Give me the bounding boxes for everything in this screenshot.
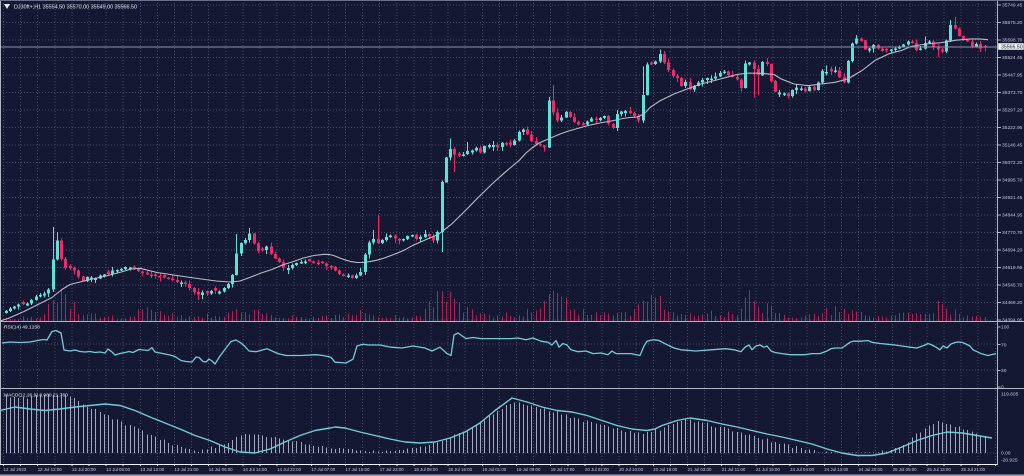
svg-text:35598.70: 35598.70 <box>1002 38 1023 44</box>
svg-text:14 Jul 14:00: 14 Jul 14:00 <box>243 467 267 472</box>
svg-text:RSI(14) 49.1258: RSI(14) 49.1258 <box>4 325 40 331</box>
svg-text:0.00: 0.00 <box>1001 451 1011 457</box>
svg-text:119.605: 119.605 <box>1001 392 1019 398</box>
svg-text:34469.20: 34469.20 <box>1002 300 1023 306</box>
svg-text:19 Jul 17:00: 19 Jul 17:00 <box>551 467 575 472</box>
svg-text:25 Jul 21:00: 25 Jul 21:00 <box>961 467 985 472</box>
svg-text:MACD(12,26,9) 8.960 21.760: MACD(12,26,9) 8.960 21.760 <box>4 393 68 399</box>
svg-text:34394.95: 34394.95 <box>1002 318 1023 324</box>
svg-text:20 Jul 18:00: 20 Jul 18:00 <box>653 467 677 472</box>
svg-text:35749.45: 35749.45 <box>1002 3 1023 9</box>
svg-text:DJ30ft+,H1 35554.50 35570.00: DJ30ft+,H1 35554.50 35570.00 35549.00 35… <box>14 5 137 11</box>
svg-text:70: 70 <box>1001 342 1007 348</box>
svg-text:18 Jul 16:00: 18 Jul 16:00 <box>448 467 472 472</box>
svg-text:17 Jul 15:00: 17 Jul 15:00 <box>346 467 370 472</box>
svg-text:13 Jul 13:00: 13 Jul 13:00 <box>140 467 164 472</box>
svg-text:34844.95: 34844.95 <box>1002 213 1023 219</box>
svg-text:12 Jul 20:00: 12 Jul 20:00 <box>72 467 96 472</box>
svg-text:34694.20: 34694.20 <box>1002 248 1023 254</box>
svg-text:13 Jul 05:00: 13 Jul 05:00 <box>106 467 130 472</box>
svg-text:30: 30 <box>1001 368 1007 374</box>
svg-text:12 Jul 2023: 12 Jul 2023 <box>4 467 27 472</box>
svg-text:21 Jul 11:00: 21 Jul 11:00 <box>722 467 746 472</box>
svg-text:18 Jul 08:00: 18 Jul 08:00 <box>414 467 438 472</box>
svg-text:35675.20: 35675.20 <box>1002 20 1023 26</box>
svg-text:24 Jul 12:00: 24 Jul 12:00 <box>824 467 848 472</box>
svg-text:19 Jul 01:00: 19 Jul 01:00 <box>482 467 506 472</box>
svg-text:19 Jul 09:00: 19 Jul 09:00 <box>517 467 541 472</box>
svg-text:20 Jul 02:00: 20 Jul 02:00 <box>585 467 609 472</box>
svg-text:20 Jul 10:00: 20 Jul 10:00 <box>619 467 643 472</box>
svg-text:17 Jul 23:00: 17 Jul 23:00 <box>380 467 404 472</box>
svg-text:34995.70: 34995.70 <box>1002 178 1023 184</box>
svg-text:35222.95: 35222.95 <box>1002 125 1023 131</box>
svg-text:14 Jul 22:00: 14 Jul 22:00 <box>277 467 301 472</box>
svg-text:21 Jul 03:00: 21 Jul 03:00 <box>688 467 712 472</box>
svg-text:25 Jul 13:00: 25 Jul 13:00 <box>927 467 951 472</box>
svg-text:-20.925: -20.925 <box>1001 458 1018 464</box>
svg-text:34619.95: 34619.95 <box>1002 265 1023 271</box>
svg-text:34770.70: 34770.70 <box>1002 230 1023 236</box>
svg-text:35297.20: 35297.20 <box>1002 108 1023 114</box>
svg-text:35146.45: 35146.45 <box>1002 143 1023 149</box>
svg-text:24 Jul 04:00: 24 Jul 04:00 <box>790 467 814 472</box>
svg-text:35072.20: 35072.20 <box>1002 160 1023 166</box>
svg-text:14 Jul 06:00: 14 Jul 06:00 <box>209 467 233 472</box>
svg-text:24 Jul 20:00: 24 Jul 20:00 <box>859 467 883 472</box>
svg-text:25 Jul 05:00: 25 Jul 05:00 <box>893 467 917 472</box>
svg-text:34545.70: 34545.70 <box>1002 283 1023 289</box>
svg-text:13 Jul 21:00: 13 Jul 21:00 <box>175 467 199 472</box>
svg-text:0: 0 <box>1001 385 1004 391</box>
svg-text:21 Jul 19:00: 21 Jul 19:00 <box>756 467 780 472</box>
svg-text:35566.50: 35566.50 <box>1001 45 1023 51</box>
svg-text:35373.70: 35373.70 <box>1002 90 1023 96</box>
svg-text:35447.95: 35447.95 <box>1002 73 1023 79</box>
svg-text:12 Jul 12:00: 12 Jul 12:00 <box>38 467 62 472</box>
svg-text:34921.45: 34921.45 <box>1002 195 1023 201</box>
svg-text:100: 100 <box>1001 325 1009 331</box>
svg-text:35524.45: 35524.45 <box>1002 55 1023 61</box>
svg-text:17 Jul 07:00: 17 Jul 07:00 <box>311 467 335 472</box>
